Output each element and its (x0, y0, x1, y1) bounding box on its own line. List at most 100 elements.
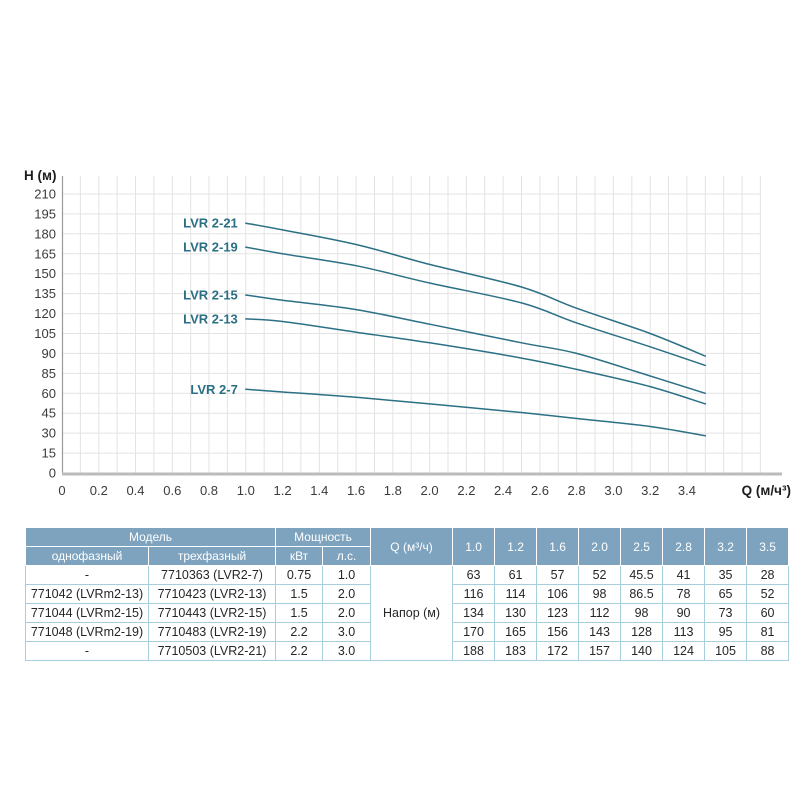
y-tick-label: 165 (34, 246, 56, 261)
cell-head-value: 35 (704, 565, 748, 585)
header-power: Мощность (275, 527, 372, 547)
cell-head-value: 45.5 (620, 565, 664, 585)
x-tick-label: 3.0 (604, 483, 622, 498)
cell-head-value: 95 (704, 622, 748, 642)
cell-head-value: 28 (746, 565, 790, 585)
cell-three-phase: 7710503 (LVR2-21) (147, 641, 277, 661)
cell-head-value: 65 (704, 584, 748, 604)
cell-single-phase: 771044 (LVRm2-15) (25, 603, 149, 623)
cell-head-value: 134 (452, 603, 496, 623)
y-tick-label: 90 (42, 346, 56, 361)
x-tick-label: 3.2 (641, 483, 659, 498)
table-row: 771044 (LVRm2-15) 7710443 (LVR2-15) 1.5 2.0… (25, 603, 790, 623)
y-tick-label: 195 (34, 206, 56, 221)
y-tick-label: 210 (34, 187, 56, 202)
cell-kw: 0.75 (275, 565, 324, 585)
cell-head-value: 73 (704, 603, 748, 623)
table-header: Модель Мощность Q (м³/ч) 1.0 1.2 1.6 2.0… (24, 527, 790, 566)
x-tick-label: 2.8 (568, 483, 586, 498)
cell-kw: 1.5 (275, 584, 324, 604)
curve-lvr-2-19 (245, 246, 707, 367)
cell-head-value: 98 (620, 603, 664, 623)
y-tick-label: 135 (34, 286, 56, 301)
cell-head-value: 130 (494, 603, 538, 623)
cell-napor-label: Напор (м) (370, 565, 454, 661)
cell-three-phase: 7710363 (LVR2-7) (147, 565, 277, 585)
cell-head-value: 52 (746, 584, 790, 604)
cell-hp: 3.0 (322, 622, 372, 642)
y-tick-label: 45 (42, 406, 56, 421)
series-label-lvr-2-21: LVR 2-21 (183, 216, 238, 231)
cell-head-value: 86.5 (620, 584, 664, 604)
y-tick-label: 0 (49, 466, 56, 481)
x-tick-label: 1.2 (274, 483, 292, 498)
x-tick-label: 0 (58, 483, 65, 498)
cell-head-value: 57 (536, 565, 580, 585)
cell-hp: 2.0 (322, 603, 372, 623)
cell-head-value: 98 (578, 584, 622, 604)
cell-head-value: 78 (662, 584, 706, 604)
table-row: -7710363 (LVR2-7) 0.75 1.0 Напор (м) 63 61 57 5… (25, 565, 790, 661)
header-three-phase: трехфазный (147, 546, 277, 566)
cell-head-value: 123 (536, 603, 580, 623)
header-q-1.0: 1.0 (452, 527, 496, 566)
curve-lvr-2-7 (245, 388, 707, 437)
cell-head-value: 183 (494, 641, 538, 661)
cell-head-value: 140 (620, 641, 664, 661)
y-tick-label: 150 (34, 266, 56, 281)
x-tick-label: 2.6 (531, 483, 549, 498)
cell-head-value: 105 (704, 641, 748, 661)
y-tick-label: 105 (34, 326, 56, 341)
header-single-phase: однофазный (25, 546, 149, 566)
cell-head-value: 81 (746, 622, 790, 642)
cell-head-value: 63 (452, 565, 496, 585)
cell-head-value: 112 (578, 603, 622, 623)
x-tick-label: 1.6 (347, 483, 365, 498)
y-tick-label: 30 (42, 426, 56, 441)
cell-head-value: 61 (494, 565, 538, 585)
x-tick-label: 0.4 (126, 483, 144, 498)
x-tick-label: 2.2 (457, 483, 475, 498)
cell-single-phase: - (25, 565, 149, 585)
cell-single-phase: - (25, 641, 149, 661)
curve-lvr-2-21 (245, 222, 707, 357)
cell-hp: 3.0 (322, 641, 372, 661)
curve-lvr-2-15 (245, 294, 707, 395)
x-tick-label: 2.0 (421, 483, 439, 498)
pump-spec-table: Модель Мощность Q (м³/ч) 1.0 1.2 1.6 2.0… (24, 527, 790, 661)
cell-head-value: 41 (662, 565, 706, 585)
cell-three-phase: 7710443 (LVR2-15) (147, 603, 277, 623)
series-label-lvr-2-19: LVR 2-19 (183, 240, 238, 255)
header-q-units: Q (м³/ч) (370, 527, 454, 566)
header-q-3.2: 3.2 (704, 527, 748, 566)
cell-single-phase: 771042 (LVRm2-13) (25, 584, 149, 604)
x-tick-label: 1.0 (237, 483, 255, 498)
y-tick-label: 85 (42, 366, 56, 381)
cell-single-phase: 771048 (LVRm2-19) (25, 622, 149, 642)
x-tick-label: 1.4 (310, 483, 328, 498)
header-q-3.5: 3.5 (746, 527, 790, 566)
cell-three-phase: 7710423 (LVR2-13) (147, 584, 277, 604)
cell-head-value: 114 (494, 584, 538, 604)
header-kw: кВт (275, 546, 324, 566)
series-label-lvr-2-7: LVR 2-7 (190, 382, 237, 397)
x-tick-label: 0.8 (200, 483, 218, 498)
x-tick-label: 1.8 (384, 483, 402, 498)
curve-lvr-2-13 (245, 318, 707, 405)
cell-head-value: 106 (536, 584, 580, 604)
series-label-lvr-2-15: LVR 2-15 (183, 288, 238, 303)
cell-head-value: 116 (452, 584, 496, 604)
x-tick-label: 3.4 (678, 483, 696, 498)
table-row: -7710503 (LVR2-21) 2.2 3.0 188 183 172 157 140 1… (25, 641, 790, 661)
cell-head-value: 188 (452, 641, 496, 661)
table-row: 771042 (LVRm2-13) 7710423 (LVR2-13) 1.5 2.0… (25, 584, 790, 604)
y-axis-title: H (м) (24, 168, 56, 183)
header-q-2.8: 2.8 (662, 527, 706, 566)
cell-head-value: 124 (662, 641, 706, 661)
cell-head-value: 90 (662, 603, 706, 623)
cell-three-phase: 7710483 (LVR2-19) (147, 622, 277, 642)
cell-kw: 2.2 (275, 641, 324, 661)
cell-hp: 2.0 (322, 584, 372, 604)
